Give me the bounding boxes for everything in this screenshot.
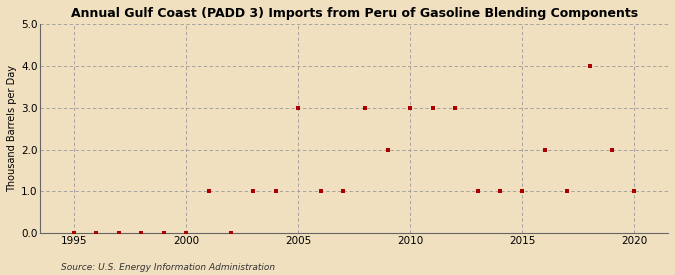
Point [495,189,506,194]
Point [315,189,326,194]
Point [517,189,528,194]
Point [539,147,550,152]
Point [629,189,640,194]
Point [293,105,304,110]
Point [271,189,281,194]
Point [584,64,595,68]
Point [113,231,124,235]
Point [383,147,394,152]
Point [203,189,214,194]
Point [136,231,146,235]
Point [181,231,192,235]
Point [225,231,236,235]
Y-axis label: Thousand Barrels per Day: Thousand Barrels per Day [7,65,17,192]
Point [360,105,371,110]
Point [472,189,483,194]
Point [91,231,102,235]
Point [69,231,80,235]
Point [450,105,460,110]
Point [158,231,169,235]
Point [248,189,259,194]
Text: Source: U.S. Energy Information Administration: Source: U.S. Energy Information Administ… [61,263,275,272]
Title: Annual Gulf Coast (PADD 3) Imports from Peru of Gasoline Blending Components: Annual Gulf Coast (PADD 3) Imports from … [71,7,638,20]
Point [562,189,572,194]
Point [427,105,438,110]
Point [338,189,348,194]
Point [607,147,618,152]
Point [405,105,416,110]
